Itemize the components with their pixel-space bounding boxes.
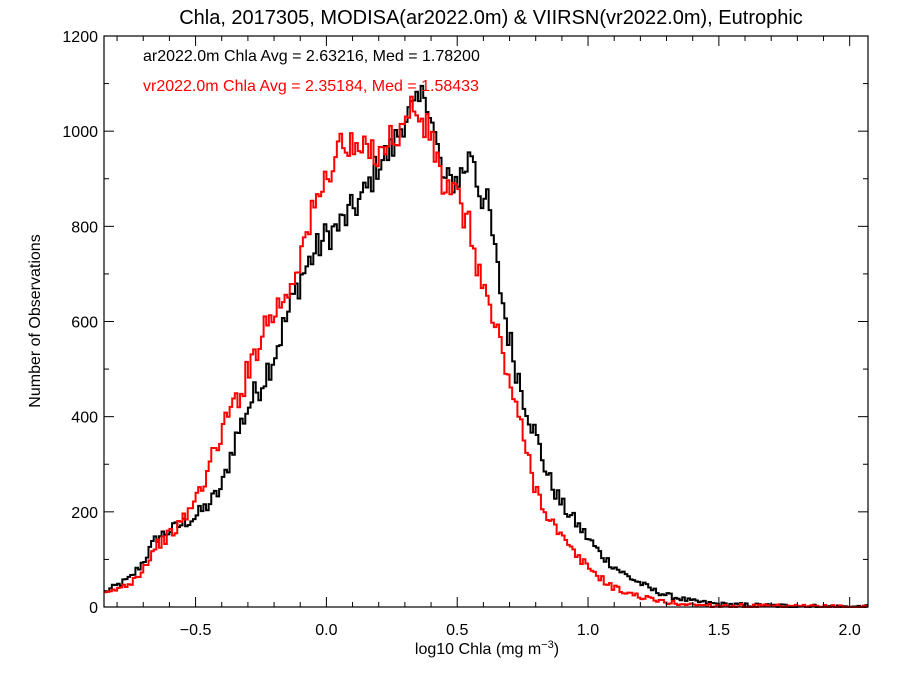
y-tick-label: 400 bbox=[71, 410, 98, 427]
legend-entry-ar2022: ar2022.0m Chla Avg = 2.63216, Med = 1.78… bbox=[143, 48, 480, 65]
x-tick-label: 0.5 bbox=[446, 622, 468, 639]
y-tick-label: 200 bbox=[71, 505, 98, 522]
series-layer bbox=[104, 84, 868, 608]
legend-entry-vr2022: vr2022.0m Chla Avg = 2.35184, Med = 1.58… bbox=[143, 78, 479, 95]
y-tick-label: 1200 bbox=[62, 29, 98, 46]
series-vr2022-histogram bbox=[104, 95, 868, 608]
y-tick-label: 600 bbox=[71, 315, 98, 332]
x-tick-label: 1.0 bbox=[577, 622, 599, 639]
y-tick-label: 1000 bbox=[62, 124, 98, 141]
x-tick-label: 1.5 bbox=[708, 622, 730, 639]
chart-title: Chla, 2017305, MODISA(ar2022.0m) & VIIRS… bbox=[179, 7, 803, 29]
x-axis-label: log10 Chla (mg m−3) bbox=[415, 639, 559, 658]
y-tick-label: 800 bbox=[71, 219, 98, 236]
ticks-layer: −0.5 0.0 0.5 1.0 1.5 2.0 0 200 400 600 800 1000 1200 bbox=[62, 29, 868, 639]
x-tick-label: 2.0 bbox=[839, 622, 861, 639]
y-tick-label: 0 bbox=[89, 600, 98, 617]
x-tick-label: 0.0 bbox=[315, 622, 337, 639]
y-axis-label: Number of Observations bbox=[27, 234, 44, 407]
x-tick-label: −0.5 bbox=[180, 622, 212, 639]
